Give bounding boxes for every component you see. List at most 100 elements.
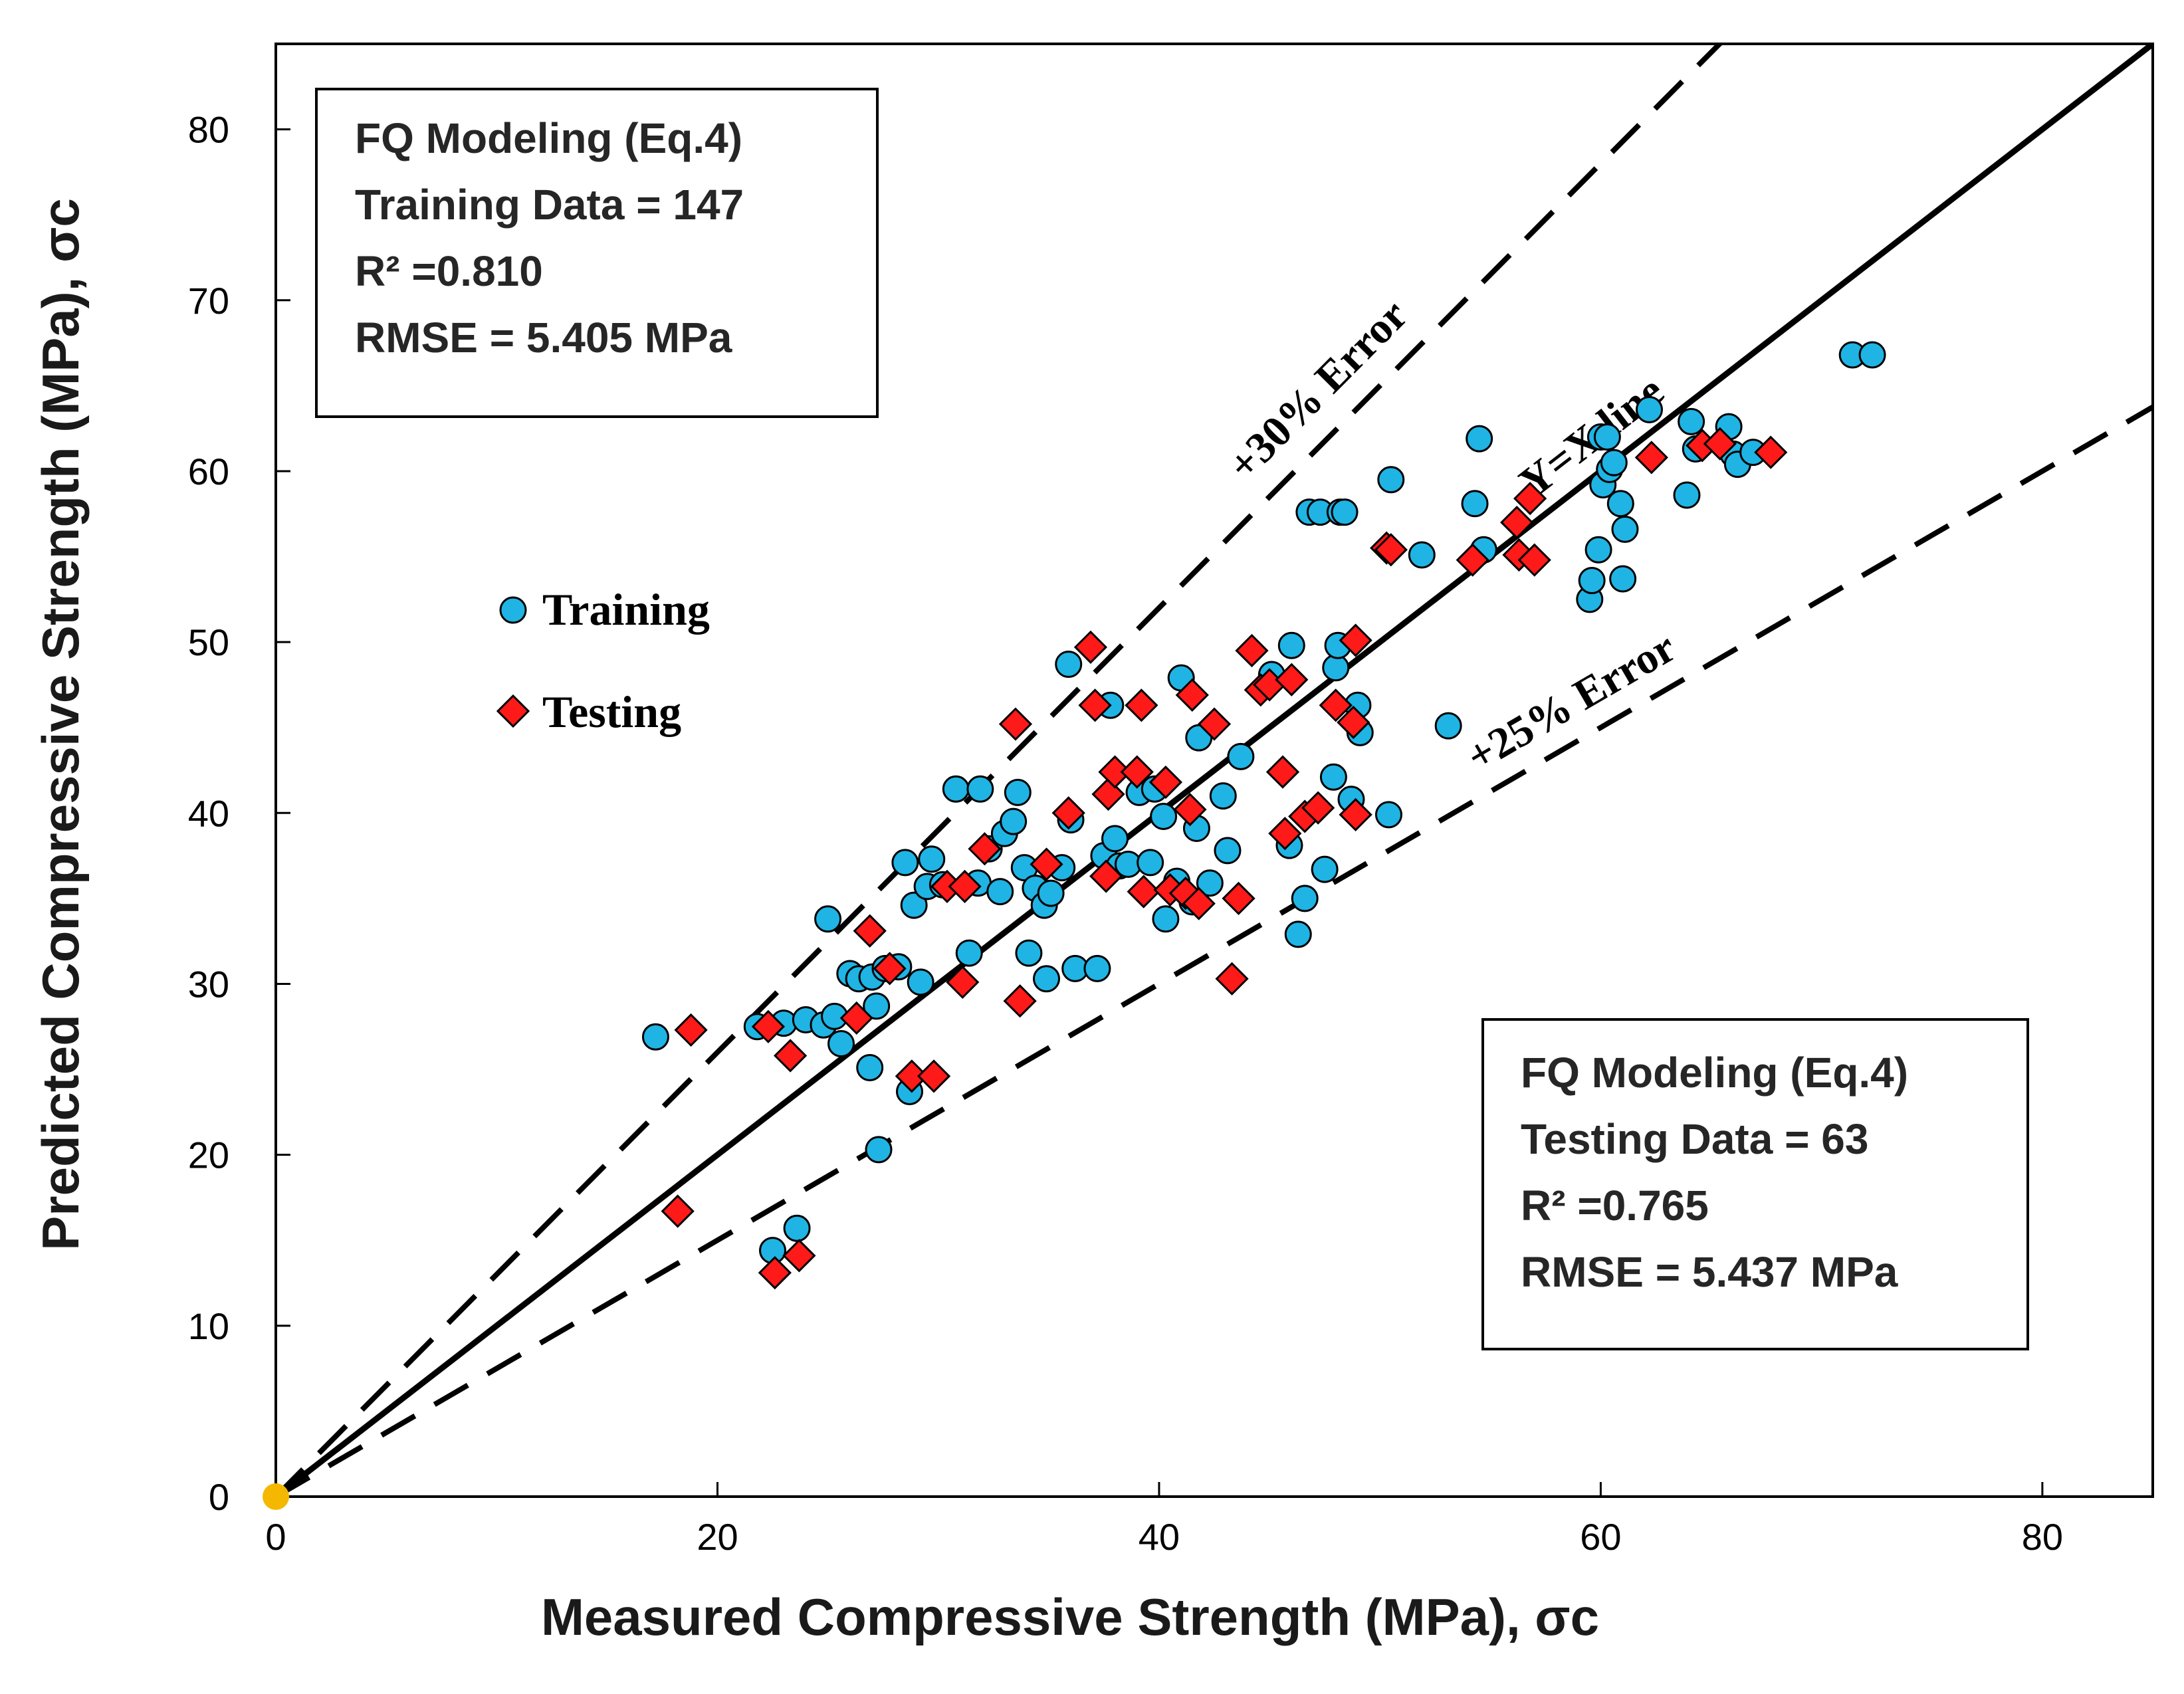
testing-point bbox=[1500, 505, 1534, 540]
testing-point bbox=[1301, 791, 1335, 825]
testing-point bbox=[1339, 797, 1372, 831]
legend-training-marker bbox=[499, 596, 527, 624]
training-point bbox=[986, 878, 1014, 906]
testing-point bbox=[917, 1059, 951, 1093]
testing-point bbox=[1089, 859, 1123, 893]
training-point bbox=[1858, 341, 1886, 369]
training-point bbox=[1284, 920, 1312, 948]
testing-point bbox=[1051, 796, 1085, 830]
training-point bbox=[1055, 651, 1083, 679]
training-point bbox=[1015, 939, 1043, 967]
y-tick-label: 30 bbox=[188, 963, 229, 1005]
training-point bbox=[1291, 885, 1319, 912]
testing-point bbox=[1275, 663, 1309, 696]
testing-point bbox=[1513, 481, 1547, 516]
training-point bbox=[1152, 905, 1180, 933]
training-point bbox=[1578, 567, 1606, 595]
testing-point bbox=[1319, 688, 1353, 722]
testing-point bbox=[1098, 755, 1132, 789]
training-point bbox=[1033, 965, 1061, 993]
y-tick-label: 70 bbox=[188, 280, 229, 322]
testing-point bbox=[661, 1194, 695, 1228]
training-point bbox=[1673, 481, 1701, 509]
testing-point bbox=[758, 1255, 792, 1290]
training-point bbox=[863, 992, 891, 1020]
testing-point bbox=[895, 1059, 928, 1093]
testing-point bbox=[1003, 984, 1037, 1018]
training-point bbox=[1584, 536, 1612, 564]
testing-point bbox=[1125, 688, 1158, 722]
training-point bbox=[1606, 490, 1634, 518]
training-point bbox=[1196, 869, 1224, 897]
legend-testing-marker bbox=[496, 694, 530, 728]
training-data-count: Training Data = 147 bbox=[355, 181, 744, 229]
origin-marker bbox=[263, 1483, 289, 1510]
y-tick-label: 0 bbox=[209, 1476, 229, 1518]
training-point bbox=[1377, 466, 1405, 494]
testing-point bbox=[1197, 707, 1232, 741]
testing-point bbox=[674, 1013, 708, 1047]
testing-point bbox=[1078, 688, 1112, 722]
x-axis-ticks: 0 20 40 60 80 bbox=[265, 1482, 2063, 1558]
testing-point bbox=[873, 952, 907, 986]
training-point bbox=[1600, 449, 1628, 476]
training-point bbox=[1374, 801, 1402, 829]
training-rmse: RMSE = 5.405 MPa bbox=[355, 314, 732, 362]
training-stats-box: FQ Modeling (Eq.4) Training Data = 147 R… bbox=[315, 88, 879, 418]
testing-point bbox=[1030, 847, 1063, 881]
training-point bbox=[900, 891, 928, 919]
training-point bbox=[1593, 423, 1621, 451]
x-tick-label: 80 bbox=[2022, 1516, 2063, 1558]
testing-point bbox=[839, 1001, 873, 1035]
testing-point bbox=[1337, 705, 1370, 740]
testing-point bbox=[853, 914, 887, 948]
training-point bbox=[1609, 565, 1637, 593]
training-point bbox=[1209, 782, 1237, 810]
training-point bbox=[1037, 879, 1065, 907]
training-stats-frame bbox=[315, 88, 879, 418]
y-tick-label: 10 bbox=[188, 1305, 229, 1347]
training-point bbox=[1319, 763, 1347, 791]
training-point bbox=[942, 775, 970, 803]
training-point bbox=[856, 1053, 884, 1081]
testing-point bbox=[1182, 887, 1216, 920]
testing-point bbox=[751, 1009, 786, 1043]
training-point bbox=[891, 849, 919, 877]
testing-point bbox=[948, 869, 982, 904]
testing-point bbox=[1374, 533, 1408, 567]
legend-testing-label: Testing bbox=[542, 687, 681, 737]
testing-point bbox=[773, 1039, 808, 1073]
testing-point bbox=[1215, 962, 1249, 996]
y-tick-label: 60 bbox=[188, 451, 229, 492]
testing-point bbox=[968, 832, 1002, 866]
testing-point bbox=[946, 965, 980, 1000]
testing-point bbox=[1265, 755, 1300, 789]
testing-point bbox=[1517, 543, 1551, 577]
testing-stats-box: FQ Modeling (Eq.4) Testing Data = 63 R² … bbox=[1481, 1018, 2029, 1350]
testing-point bbox=[1754, 435, 1788, 469]
training-point bbox=[1277, 631, 1305, 659]
training-point bbox=[1678, 407, 1705, 435]
ref-line--30-error bbox=[276, 44, 1723, 1497]
training-point bbox=[1611, 515, 1639, 543]
testing-point bbox=[1268, 817, 1302, 851]
training-point bbox=[1461, 490, 1489, 518]
legend: Training Testing bbox=[496, 584, 710, 737]
ref-line--25-error bbox=[276, 405, 2153, 1497]
testing-data-count: Testing Data = 63 bbox=[1521, 1115, 1868, 1163]
x-axis-title: Measured Compressive Strength (MPa), σc bbox=[541, 1588, 1599, 1646]
testing-point bbox=[998, 707, 1033, 741]
ref-line-y-x-line bbox=[276, 44, 2153, 1497]
training-point bbox=[1137, 849, 1164, 877]
testing-point bbox=[1235, 633, 1269, 668]
y-tick-label: 50 bbox=[188, 621, 229, 663]
testing-series bbox=[661, 427, 1788, 1290]
testing-point bbox=[1073, 630, 1108, 664]
training-point bbox=[966, 775, 994, 803]
training-point bbox=[783, 1214, 811, 1242]
training-point bbox=[1434, 712, 1462, 740]
x-tick-label: 40 bbox=[1139, 1516, 1180, 1558]
training-point bbox=[1000, 807, 1028, 835]
training-point bbox=[955, 939, 983, 967]
